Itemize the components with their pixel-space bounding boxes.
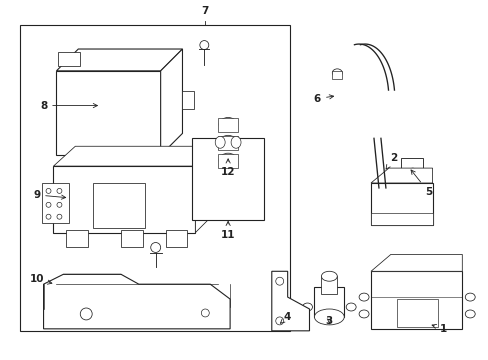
Bar	[332, 71, 342, 79]
Bar	[59, 52, 80, 66]
Circle shape	[275, 317, 283, 325]
Ellipse shape	[332, 69, 342, 77]
Polygon shape	[271, 271, 309, 331]
Bar	[56, 71, 161, 155]
Polygon shape	[43, 274, 230, 329]
Bar	[192, 138, 264, 220]
Circle shape	[57, 214, 62, 219]
Ellipse shape	[358, 293, 368, 301]
Ellipse shape	[358, 310, 368, 318]
Text: 10: 10	[29, 274, 52, 284]
Circle shape	[57, 188, 62, 193]
Bar	[41, 183, 69, 223]
Ellipse shape	[231, 136, 241, 148]
Bar	[66, 230, 88, 247]
Bar	[396, 299, 438, 327]
Text: 1: 1	[431, 324, 446, 334]
Ellipse shape	[314, 309, 344, 325]
Ellipse shape	[464, 293, 474, 301]
Circle shape	[200, 41, 208, 50]
Bar	[218, 136, 238, 150]
Text: 12: 12	[221, 159, 235, 177]
Bar	[218, 154, 238, 168]
Text: 2: 2	[386, 153, 397, 169]
Ellipse shape	[371, 194, 381, 202]
Circle shape	[80, 308, 92, 320]
Circle shape	[46, 202, 51, 207]
Text: 7: 7	[201, 6, 208, 16]
Bar	[400, 158, 422, 172]
Ellipse shape	[219, 135, 237, 149]
Ellipse shape	[219, 117, 237, 131]
Ellipse shape	[302, 303, 312, 311]
Bar	[371, 184, 381, 198]
Text: 9: 9	[33, 190, 65, 200]
Polygon shape	[195, 146, 215, 233]
Bar	[165, 230, 187, 247]
Bar	[53, 166, 195, 233]
Ellipse shape	[346, 303, 355, 311]
Circle shape	[46, 214, 51, 219]
Bar	[321, 276, 337, 294]
Polygon shape	[161, 49, 182, 155]
Ellipse shape	[321, 271, 337, 281]
Circle shape	[201, 309, 209, 317]
Bar	[93, 183, 144, 228]
Circle shape	[57, 202, 62, 207]
Ellipse shape	[464, 310, 474, 318]
Bar	[182, 91, 194, 109]
Ellipse shape	[215, 136, 224, 148]
Polygon shape	[53, 146, 195, 166]
Polygon shape	[370, 255, 461, 271]
Circle shape	[275, 277, 283, 285]
Bar	[314, 287, 344, 317]
Ellipse shape	[219, 153, 237, 167]
Polygon shape	[56, 49, 182, 71]
Text: 8: 8	[40, 100, 97, 111]
Circle shape	[150, 243, 161, 252]
Text: 6: 6	[313, 94, 333, 104]
Bar	[218, 118, 238, 132]
Bar	[121, 230, 142, 247]
Ellipse shape	[314, 292, 344, 316]
Text: 4: 4	[280, 312, 291, 323]
Text: 3: 3	[325, 316, 332, 326]
Bar	[20, 25, 289, 331]
Bar	[370, 271, 461, 329]
Bar	[408, 170, 416, 182]
Bar	[370, 183, 432, 225]
Text: 11: 11	[221, 221, 235, 239]
Bar	[370, 213, 432, 225]
Text: 5: 5	[410, 170, 431, 197]
Circle shape	[46, 188, 51, 193]
Ellipse shape	[408, 168, 416, 176]
Polygon shape	[370, 168, 432, 183]
